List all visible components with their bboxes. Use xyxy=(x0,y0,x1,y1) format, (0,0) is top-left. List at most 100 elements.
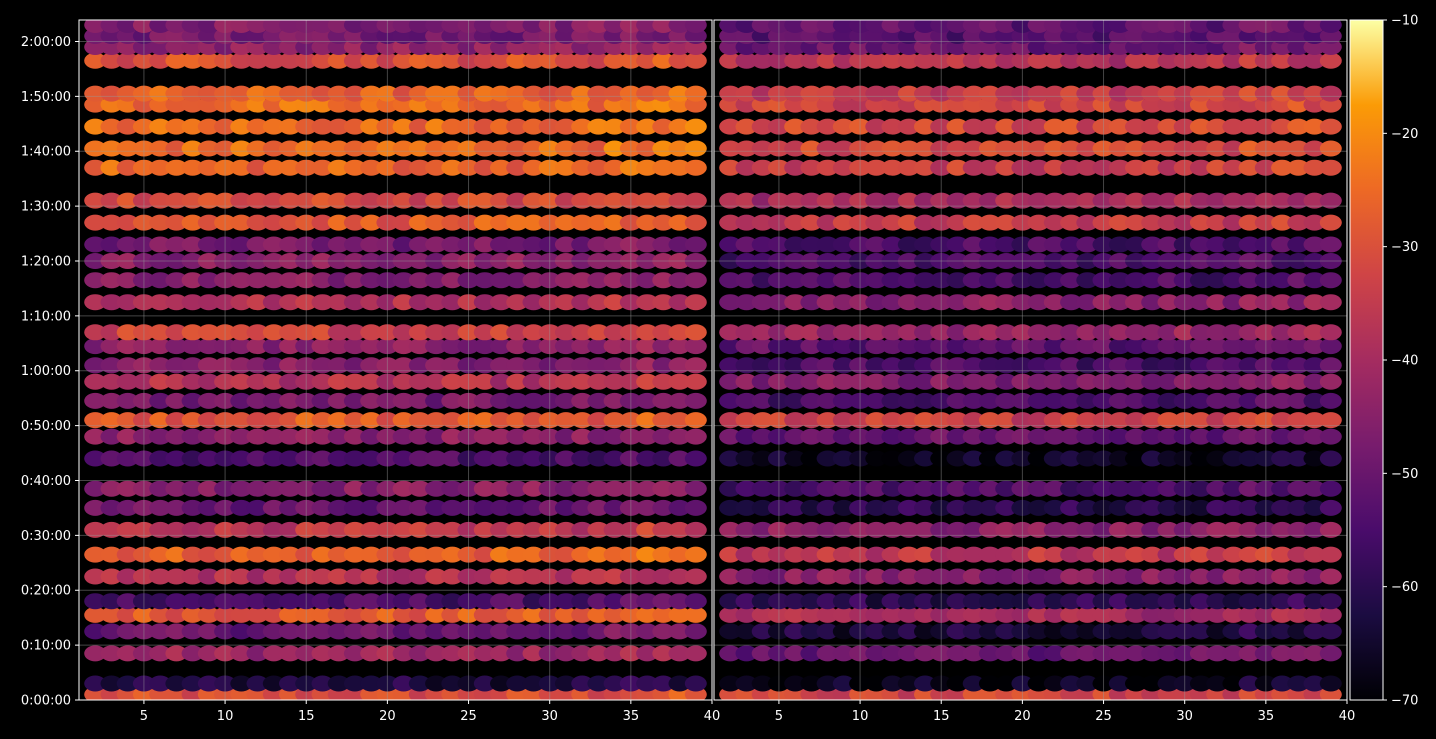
heatmap-cell xyxy=(408,192,431,209)
heatmap-cell xyxy=(930,593,953,610)
heatmap-cell xyxy=(751,140,774,157)
heatmap-cell xyxy=(360,85,383,102)
heatmap-cell xyxy=(995,52,1018,69)
heatmap-cell xyxy=(279,521,301,538)
heatmap-cell xyxy=(1060,96,1083,113)
heatmap-cell xyxy=(295,412,318,429)
heatmap-cell xyxy=(214,214,237,231)
heatmap-cell xyxy=(652,192,675,209)
heatmap-cell xyxy=(832,428,855,445)
heatmap-cell xyxy=(506,593,529,610)
heatmap-cell xyxy=(865,253,888,269)
heatmap-cell xyxy=(1125,450,1147,467)
heatmap-cell xyxy=(1076,357,1099,374)
heatmap-cell xyxy=(1157,428,1180,445)
heatmap-cell xyxy=(473,593,496,610)
heatmap-cell xyxy=(392,392,415,409)
heatmap-cell xyxy=(1043,140,1066,157)
heatmap-cell xyxy=(295,450,318,467)
heatmap-cell xyxy=(538,593,561,610)
heatmap-cell xyxy=(995,28,1018,44)
heatmap-cell xyxy=(962,192,985,209)
heatmap-cell xyxy=(1157,236,1180,253)
heatmap-cell xyxy=(751,645,774,662)
heatmap-cell xyxy=(327,357,350,374)
heatmap-cell xyxy=(619,606,642,623)
heatmap-cell xyxy=(652,675,675,692)
heatmap-cell xyxy=(165,294,188,311)
heatmap-cell xyxy=(571,52,594,69)
heatmap-cell xyxy=(1108,412,1131,429)
heatmap-cell xyxy=(1076,140,1099,157)
heatmap-cell xyxy=(1157,568,1180,585)
heatmap-cell xyxy=(995,159,1018,176)
heatmap-cell xyxy=(246,96,269,113)
heatmap-cell xyxy=(1287,521,1310,538)
heatmap-cell xyxy=(84,645,107,662)
heatmap-cell xyxy=(619,39,642,55)
heatmap-cell xyxy=(84,480,107,497)
y-tick-label: 0:10:00 xyxy=(21,639,71,654)
heatmap-cell xyxy=(1157,412,1180,429)
heatmap-cell xyxy=(116,294,139,311)
heatmap-cell xyxy=(230,39,253,55)
heatmap-cell xyxy=(751,606,774,623)
heatmap-cell xyxy=(327,140,350,157)
heatmap-cell xyxy=(1027,118,1050,135)
heatmap-cell xyxy=(767,39,790,55)
heatmap-cell xyxy=(1157,338,1180,355)
heatmap-cell xyxy=(946,593,969,610)
heatmap-cell xyxy=(1206,428,1229,445)
heatmap-cell xyxy=(800,412,823,429)
heatmap-cell xyxy=(684,28,707,44)
heatmap-cell xyxy=(295,324,318,341)
heatmap-cell xyxy=(441,412,464,429)
heatmap-cell xyxy=(962,412,985,429)
heatmap-cell xyxy=(849,521,872,538)
heatmap-cell xyxy=(425,480,448,497)
heatmap-cell xyxy=(849,85,872,102)
heatmap-cell xyxy=(946,568,969,585)
heatmap-cell xyxy=(1076,568,1099,585)
heatmap-cell xyxy=(897,450,920,467)
heatmap-cell xyxy=(522,272,545,289)
heatmap-cell xyxy=(719,645,742,662)
heatmap-cell xyxy=(343,645,366,662)
heatmap-cell xyxy=(84,192,107,209)
heatmap-cell xyxy=(946,192,969,209)
heatmap-cell xyxy=(1108,546,1131,563)
heatmap-cell xyxy=(652,480,675,497)
heatmap-cell xyxy=(457,39,480,55)
heatmap-cell xyxy=(279,593,301,610)
heatmap-cell xyxy=(343,546,366,563)
heatmap-cell xyxy=(603,645,626,662)
heatmap-cell xyxy=(376,338,399,355)
heatmap-cell xyxy=(392,236,415,253)
heatmap-cell xyxy=(311,392,334,409)
heatmap-cell xyxy=(408,392,431,409)
heatmap-cell xyxy=(408,428,431,445)
heatmap-cell xyxy=(735,236,758,253)
heatmap-cell xyxy=(800,499,823,516)
heatmap-cell xyxy=(262,606,285,623)
heatmap-cell xyxy=(735,294,758,311)
heatmap-cell xyxy=(1189,159,1212,176)
heatmap-cell xyxy=(408,140,431,157)
heatmap-cell xyxy=(978,52,1001,69)
heatmap-cell xyxy=(1254,159,1277,176)
heatmap-cell xyxy=(849,324,872,341)
heatmap-cell xyxy=(149,606,172,623)
heatmap-cell xyxy=(246,253,269,269)
heatmap-cell xyxy=(571,357,594,374)
heatmap-cell xyxy=(767,499,790,516)
heatmap-cell xyxy=(1027,140,1050,157)
heatmap-cell xyxy=(897,623,920,640)
heatmap-cell xyxy=(1254,28,1277,44)
heatmap-cell xyxy=(457,214,480,231)
heatmap-cell xyxy=(881,480,904,497)
heatmap-cell xyxy=(1254,338,1277,355)
heatmap-cell xyxy=(849,645,872,662)
heatmap-cell xyxy=(800,96,823,113)
heatmap-cell xyxy=(1271,118,1294,135)
heatmap-cell xyxy=(619,480,642,497)
